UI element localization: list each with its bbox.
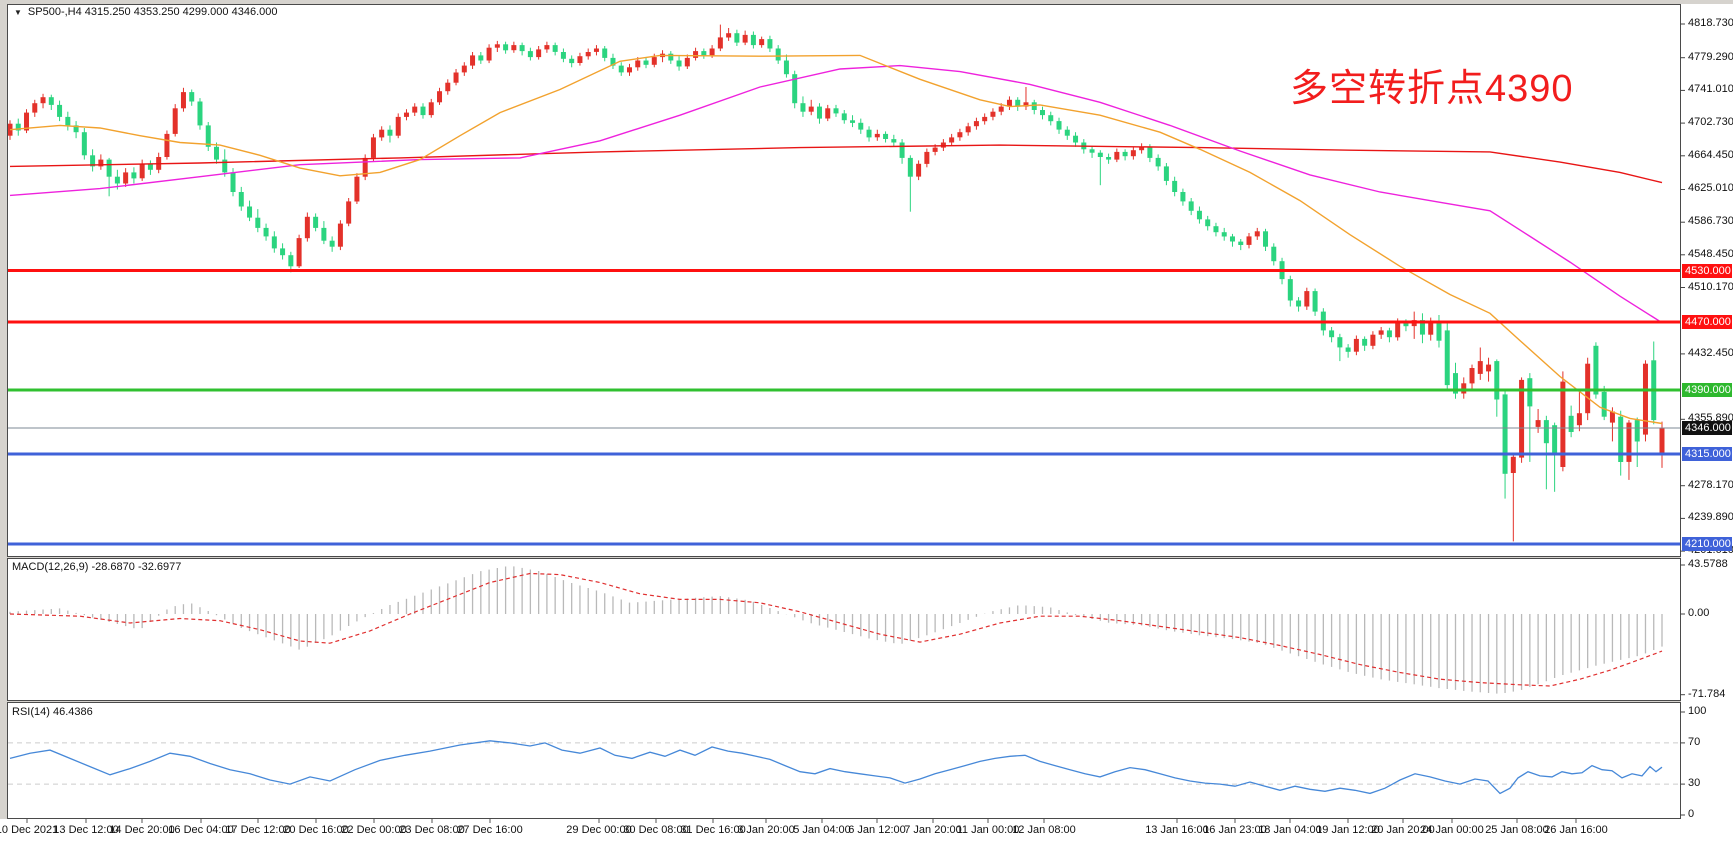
price-badge-label: 4530.000 [1682,263,1732,278]
x-axis-label: 29 Dec 00:00 [566,824,632,836]
main-chart-panel [7,4,1681,557]
x-axis-label: 18 Jan 04:00 [1258,824,1322,836]
price-tick-label: 4239.890 [1688,511,1733,524]
x-axis-label: 26 Jan 16:00 [1544,824,1608,836]
price-badge-label: 4390.000 [1682,383,1732,398]
rsi-tick-label: 30 [1688,777,1701,790]
price-tick-label: 4510.170 [1688,280,1733,293]
price-tick-label: 4664.450 [1688,148,1733,161]
x-axis-label: 16 Dec 04:00 [168,824,234,836]
x-axis-label: 10 Dec 2021 [0,824,59,836]
x-axis-label: 3 Jan 20:00 [737,824,795,836]
x-axis-label: 19 Jan 12:00 [1316,824,1380,836]
price-tick-label: 4432.450 [1688,346,1733,359]
rsi-indicator-label: RSI(14) 46.4386 [12,706,93,718]
price-tick-label: 4779.290 [1688,50,1733,63]
x-axis-label: 11 Jan 00:00 [956,824,1020,836]
x-axis-label: 7 Jan 20:00 [904,824,962,836]
x-axis-label: 16 Jan 23:00 [1203,824,1267,836]
x-axis-label: 13 Dec 12:00 [53,824,119,836]
price-badge-label: 4210.000 [1682,536,1732,551]
symbol-info-text: SP500-,H4 4315.250 4353.250 4299.000 434… [27,6,278,18]
x-axis-label: 14 Dec 20:00 [109,824,175,836]
x-axis-label: 27 Dec 16:00 [457,824,523,836]
x-axis-label: 24 Jan 00:00 [1420,824,1484,836]
x-axis-label: 12 Jan 08:00 [1012,824,1076,836]
x-axis-label: 22 Dec 00:00 [341,824,407,836]
price-tick-label: 4625.010 [1688,182,1733,195]
dropdown-icon[interactable]: ▼ [14,8,22,17]
price-badge-label: 4315.000 [1682,447,1732,462]
price-tick-label: 4818.730 [1688,17,1733,29]
price-tick-label: 4741.010 [1688,83,1733,96]
macd-tick-label: 0.00 [1688,607,1710,619]
x-axis-label: 5 Jan 04:00 [793,824,851,836]
x-axis-label: 17 Dec 12:00 [225,824,291,836]
rsi-tick-label: 70 [1688,735,1701,748]
price-tick-label: 4702.730 [1688,116,1733,129]
macd-tick-label: 43.5788 [1688,558,1728,570]
price-badge-label: 4346.000 [1682,420,1732,435]
rsi-panel [7,702,1681,819]
annotation-text: 多空转折点4390 [1290,68,1574,110]
x-axis-label: 30 Dec 08:00 [623,824,689,836]
x-axis-label: 13 Jan 16:00 [1145,824,1209,836]
rsi-tick-label: 100 [1688,705,1707,717]
price-tick-label: 4278.170 [1688,478,1733,491]
price-axis: 4818.730 4779.290 4741.010 4702.730 4664.450… [1681,4,1733,820]
x-axis-label: 23 Dec 08:00 [399,824,465,836]
macd-indicator-label: MACD(12,26,9) -28.6870 -32.6977 [12,561,182,573]
price-tick-label: 4548.450 [1688,247,1733,260]
price-badge-label: 4470.000 [1682,314,1732,329]
x-axis-label: 25 Jan 08:00 [1485,824,1549,836]
time-axis: 10 Dec 2021 13 Dec 12:00 14 Dec 20:00 16 De… [0,819,1733,842]
rsi-tick-label: 0 [1688,808,1695,820]
x-axis-label: 31 Dec 16:00 [680,824,746,836]
price-tick-label: 4586.730 [1688,215,1733,228]
x-axis-label: 20 Jan 20:00 [1371,824,1435,836]
x-axis-label: 20 Dec 16:00 [283,824,349,836]
symbol-header[interactable]: ▼ SP500-,H4 4315.250 4353.250 4299.000 43… [14,6,277,18]
macd-tick-label: -71.784 [1688,687,1726,700]
x-axis-label: 6 Jan 12:00 [848,824,906,836]
